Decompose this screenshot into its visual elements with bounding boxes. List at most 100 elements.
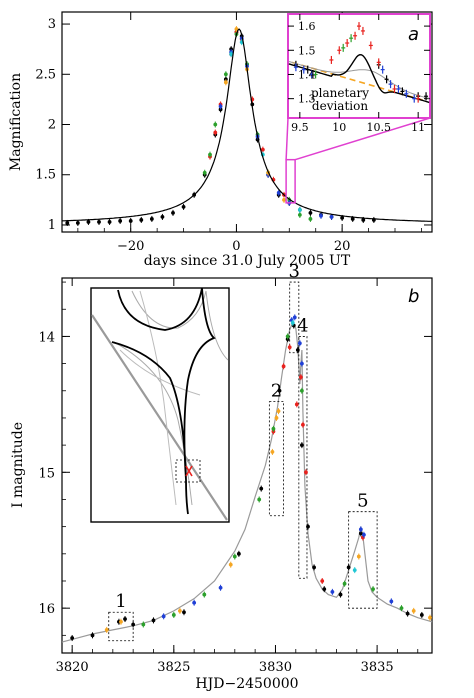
panel-a-x-tick-labels: −20 0 20 (117, 239, 350, 254)
data-point (297, 213, 302, 217)
data-point (271, 426, 276, 431)
planetary-deviation-label-line2: deviation (312, 99, 368, 113)
inset-x-tick-label: 10 (332, 121, 346, 134)
data-point (352, 568, 357, 573)
data-point (411, 608, 416, 613)
zoom-box-label: 5 (357, 491, 368, 512)
data-point (319, 214, 323, 218)
data-point (304, 470, 308, 475)
data-point (236, 551, 241, 556)
y-tick-label: 2 (48, 118, 56, 133)
caustic-zoom-box (175, 459, 201, 483)
data-point (202, 170, 207, 175)
light-curve-panel-b: 1 2 3 4 5 3820 3825 3830 3835 14 15 16 b HJD−2450… (10, 261, 433, 692)
data-point (223, 80, 228, 85)
data-point (308, 217, 313, 221)
data-point (151, 618, 156, 623)
panel-b-ticks (62, 278, 432, 653)
zoom-connector-line (294, 117, 431, 161)
data-point (131, 622, 136, 627)
data-point (149, 217, 154, 221)
panel-b-data-points (70, 314, 432, 642)
data-point (259, 486, 264, 491)
inset-x-tick-label: 11 (411, 121, 425, 134)
data-point (290, 320, 295, 325)
y-tick-label: 14 (38, 330, 55, 345)
inset-a: a planetary deviation 9.5 10 10.5 11 1.3 1.4… (287, 13, 431, 134)
data-point (297, 207, 302, 212)
data-point (329, 215, 334, 219)
data-point (270, 450, 275, 454)
data-point (161, 614, 166, 619)
x-tick-label: 20 (334, 239, 351, 254)
panel-a-x-axis-label: days since 31.0 July 2005 UT (144, 253, 351, 269)
caustic-inset-frame (90, 287, 230, 523)
data-point (107, 220, 112, 224)
data-point (182, 610, 186, 615)
data-point (228, 562, 233, 567)
inset-a-x-tick-labels: 9.5 10 10.5 11 (291, 121, 425, 134)
data-point (298, 375, 303, 380)
data-point (340, 216, 345, 220)
data-point (358, 531, 363, 536)
data-point (399, 606, 404, 611)
data-point (419, 613, 424, 617)
caustic-grey-outer (113, 290, 229, 506)
panel-a-y-tick-labels: 1 1.5 2 2.5 3 (35, 17, 56, 233)
caustic-inset (90, 287, 230, 523)
data-point (292, 315, 297, 320)
data-point (141, 622, 146, 627)
data-point (229, 47, 234, 52)
data-point (405, 611, 410, 616)
data-point (232, 554, 237, 559)
panel-b-model-curve (61, 321, 433, 643)
zoom-box-5 (348, 511, 378, 609)
y-tick-label: 16 (38, 602, 55, 617)
data-point (208, 152, 212, 157)
light-curve-panel-a: −20 0 20 1 1.5 2 2.5 3 days since 31.0 July 20… (8, 11, 433, 269)
planetary-deviation-label-line1: planetary (311, 86, 369, 100)
zoom-box-label: 3 (289, 261, 300, 282)
x-tick-label: 3820 (56, 660, 89, 675)
data-point (86, 220, 91, 224)
data-point (308, 211, 313, 215)
data-point (128, 219, 133, 223)
data-point (123, 617, 127, 621)
data-point (312, 565, 316, 570)
data-point (181, 204, 186, 209)
data-point (277, 388, 282, 393)
inset-x-tick-label: 9.5 (291, 121, 309, 134)
data-point (160, 215, 165, 219)
panel-b-frame (61, 277, 433, 654)
data-point (299, 361, 304, 366)
data-point (75, 221, 80, 225)
inset-y-tick-label: 1.5 (298, 44, 316, 57)
panel-a-model-curve (61, 28, 433, 222)
data-point (171, 211, 175, 215)
panel-b-x-axis-label: HJD−2450000 (195, 676, 298, 692)
data-point (104, 628, 109, 632)
data-point (118, 219, 123, 223)
data-point (361, 218, 366, 222)
data-point (338, 592, 343, 597)
data-point (276, 409, 281, 414)
inset-a-ticks (288, 14, 430, 118)
y-tick-label: 2.5 (35, 67, 56, 82)
data-point (287, 345, 292, 350)
data-point (90, 633, 95, 638)
zoom-box (285, 158, 296, 204)
data-point (276, 190, 281, 195)
data-point (202, 592, 207, 597)
y-tick-label: 3 (48, 17, 56, 32)
data-point (295, 348, 300, 352)
data-point (389, 599, 394, 604)
data-point (299, 443, 304, 448)
data-point (281, 364, 286, 369)
source-trajectory-line (91, 314, 228, 521)
panel-b-zoom-boxes: 1 2 3 4 5 (108, 261, 378, 642)
panel-b-y-axis-label: I magnitude (10, 422, 26, 508)
panel-b-letter: b (408, 286, 419, 307)
data-point (178, 608, 182, 613)
data-point (192, 600, 197, 605)
data-point (356, 554, 361, 559)
